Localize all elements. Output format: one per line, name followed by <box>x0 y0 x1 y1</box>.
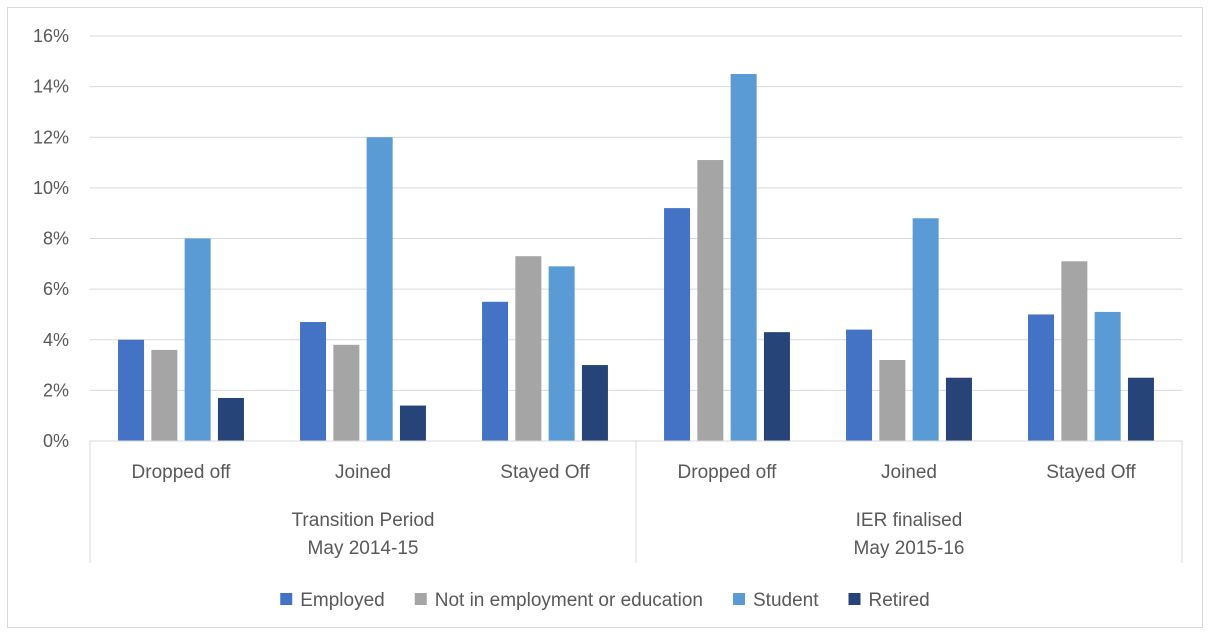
y-tick-label: 16% <box>33 26 69 46</box>
bar-employed <box>482 301 509 441</box>
y-tick-label: 12% <box>33 127 69 147</box>
y-tick-label: 14% <box>33 77 69 97</box>
legend: Employed Not in employment or education St… <box>280 590 930 611</box>
bar-retired <box>581 365 608 441</box>
bar-retired <box>217 397 244 441</box>
y-tick-label: 6% <box>43 279 69 299</box>
bar-student <box>184 238 211 441</box>
bars <box>118 73 1154 441</box>
y-axis: 0% 2% 4% 6% 8% 10% 12% 14% 16% <box>33 26 69 451</box>
bar-not-in-employment-or-education <box>879 360 906 441</box>
bar-not-in-employment-or-education <box>151 349 178 441</box>
x-category-label: Stayed Off <box>1046 462 1136 483</box>
bar-not-in-employment-or-education <box>697 160 724 441</box>
bar-student <box>1094 311 1121 441</box>
bar-retired <box>1127 377 1154 441</box>
bar-retired <box>945 377 972 441</box>
x-axis: Dropped off Joined Stayed Off Dropped off Jo… <box>89 440 1183 563</box>
legend-label: Not in employment or education <box>435 590 703 611</box>
bar-retired <box>399 405 426 441</box>
x-category-label: Stayed Off <box>500 462 590 483</box>
x-category-label: Dropped off <box>132 462 232 483</box>
bar-not-in-employment-or-education <box>1061 261 1088 441</box>
bar-retired <box>763 332 790 441</box>
legend-label: Employed <box>300 590 385 611</box>
legend-swatch <box>280 593 293 605</box>
legend-swatch <box>733 593 746 605</box>
x-category-label: Joined <box>881 462 937 483</box>
group-label-line2: May 2014-15 <box>308 538 419 559</box>
bar-employed <box>1028 314 1055 441</box>
y-tick-label: 10% <box>33 178 69 198</box>
group-label-line2: May 2015-16 <box>854 538 965 559</box>
x-category-label: Dropped off <box>678 462 778 483</box>
y-tick-label: 0% <box>43 431 69 451</box>
x-category-label: Joined <box>335 462 391 483</box>
bar-student <box>548 266 575 441</box>
group-label-line1: IER finalised <box>856 510 963 531</box>
bar-employed <box>300 322 327 441</box>
bar-student <box>912 218 939 441</box>
bar-student <box>366 137 393 441</box>
bar-employed <box>118 339 145 441</box>
legend-label: Student <box>753 590 819 611</box>
legend-swatch <box>414 593 427 605</box>
legend-swatch <box>848 593 861 605</box>
y-tick-label: 8% <box>43 229 69 249</box>
bar-employed <box>846 329 873 441</box>
bar-not-in-employment-or-education <box>333 344 360 441</box>
gridlines <box>90 35 1182 391</box>
bar-student <box>730 73 757 441</box>
bar-not-in-employment-or-education <box>515 256 542 441</box>
y-tick-label: 4% <box>43 330 69 350</box>
legend-label: Retired <box>869 590 930 611</box>
y-tick-label: 2% <box>43 380 69 400</box>
bar-employed <box>664 208 691 441</box>
group-label-line1: Transition Period <box>292 510 435 531</box>
